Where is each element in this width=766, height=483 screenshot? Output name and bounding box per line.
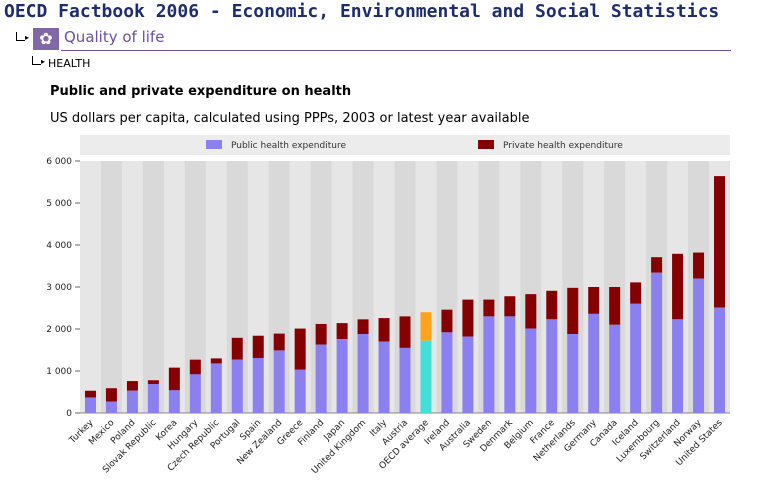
plot-stripe	[121, 161, 143, 413]
bar-private	[609, 287, 621, 325]
bar-public	[609, 324, 621, 413]
chart-subtitle: US dollars per capita, calculated using …	[50, 111, 530, 126]
plot-stripe	[205, 161, 227, 413]
bar-private	[567, 287, 579, 335]
breadcrumb-elbow-icon	[32, 56, 41, 65]
bar-private	[252, 335, 264, 358]
y-tick-label: 1 000	[46, 367, 72, 377]
y-tick-label: 5 000	[46, 199, 72, 209]
y-tick-label: 0	[66, 409, 72, 419]
bar-private	[210, 358, 222, 364]
bar-private	[84, 390, 96, 398]
section-divider	[61, 50, 731, 51]
bar-public	[273, 350, 285, 413]
bar-public	[462, 336, 474, 413]
bar-private	[294, 328, 306, 370]
bar-private	[630, 282, 642, 304]
bar-private	[441, 309, 453, 333]
plot-stripe	[163, 161, 185, 413]
bar-public	[588, 313, 600, 413]
bar-public	[672, 319, 684, 413]
bar-private	[126, 381, 138, 391]
bar-public	[294, 369, 306, 413]
legend-label: Public health expenditure	[231, 141, 346, 151]
bar-private	[651, 257, 663, 273]
bar-private	[588, 287, 600, 314]
bar-private	[399, 316, 411, 348]
bar-private	[357, 319, 369, 335]
bar-public	[168, 390, 180, 413]
bar-private	[714, 176, 726, 308]
breadcrumb-arrow-icon: ▸	[25, 33, 30, 42]
bar-private	[672, 253, 684, 320]
bar-public	[525, 328, 537, 413]
bar-public	[315, 344, 327, 413]
bar-public	[693, 278, 705, 413]
health-expenditure-chart: Public health expenditure Private health …	[46, 135, 730, 476]
page-title: OECD Factbook 2006 - Economic, Environme…	[4, 1, 720, 22]
bar-private	[315, 323, 327, 345]
section-label[interactable]: Quality of life	[64, 28, 165, 46]
bar-public	[630, 303, 642, 413]
breadcrumb-elbow-icon	[16, 32, 25, 41]
bar-public	[189, 374, 201, 413]
subsection-label[interactable]: HEALTH	[48, 57, 91, 70]
bar-public	[441, 332, 453, 413]
chart-title: Public and private expenditure on health	[50, 84, 352, 99]
breadcrumb-arrow-icon: ▸	[41, 57, 46, 66]
bar-private	[105, 388, 117, 402]
bar-public	[252, 357, 264, 413]
bar-private	[336, 323, 348, 340]
bar-private	[462, 299, 474, 337]
bar-public	[504, 316, 516, 413]
bar-public	[567, 334, 579, 413]
bar-public	[336, 339, 348, 413]
y-tick-label: 2 000	[46, 325, 72, 335]
y-tick-label: 6 000	[46, 157, 72, 167]
bar-private	[504, 296, 516, 317]
bar-private	[231, 337, 243, 360]
bar-public	[147, 384, 159, 413]
bar-private	[483, 299, 495, 317]
bar-public	[420, 340, 432, 413]
legend-background	[80, 135, 730, 155]
breadcrumb-section[interactable]: ▸ ✿ Quality of life	[14, 28, 732, 51]
bar-private	[420, 312, 432, 341]
legend-swatch	[206, 140, 222, 149]
y-tick-label: 4 000	[46, 241, 72, 251]
bar-public	[84, 397, 96, 413]
bar-private	[378, 318, 390, 342]
bar-public	[714, 307, 726, 413]
bar-public	[231, 359, 243, 413]
bar-private	[273, 333, 285, 351]
y-tick-label: 3 000	[46, 283, 72, 293]
bar-public	[378, 341, 390, 413]
plot-stripe	[80, 161, 101, 413]
bar-public	[483, 316, 495, 413]
flower-icon: ✿	[33, 28, 59, 50]
bar-public	[126, 390, 138, 413]
bar-public	[105, 401, 117, 413]
legend-label: Private health expenditure	[503, 141, 623, 151]
bar-private	[147, 380, 159, 385]
bar-public	[210, 363, 222, 413]
bar-public	[399, 347, 411, 413]
bar-public	[651, 272, 663, 413]
bar-private	[168, 367, 180, 391]
bar-private	[189, 359, 201, 375]
bar-public	[546, 319, 558, 413]
bar-public	[357, 334, 369, 413]
bar-private	[546, 290, 558, 320]
bar-private	[693, 252, 705, 279]
bar-private	[525, 294, 537, 329]
legend-swatch	[478, 140, 494, 149]
